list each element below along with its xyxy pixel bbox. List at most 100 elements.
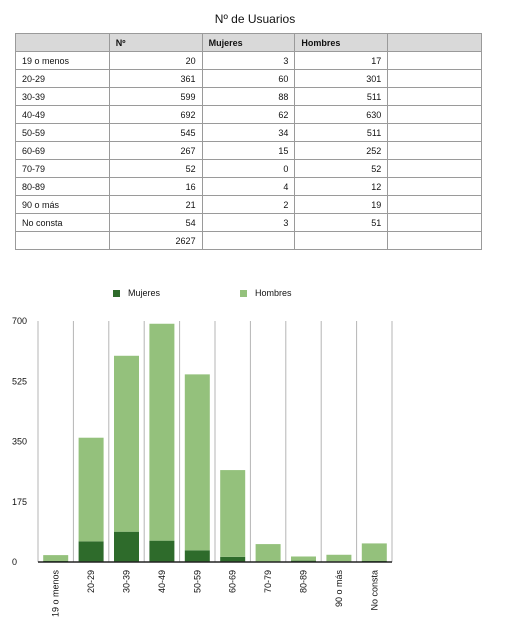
x-tick-label: 40-49 — [157, 570, 167, 593]
women-cell: 62 — [201, 105, 296, 124]
bar-mujeres — [114, 531, 139, 562]
men-cell: 511 — [294, 87, 389, 106]
total-cell: 20 — [108, 51, 203, 70]
legend-swatch-mujeres — [113, 289, 120, 297]
table-header-cell: Nº — [108, 33, 203, 52]
age-group-cell: 70-79 — [15, 159, 110, 178]
men-cell: 301 — [294, 69, 389, 88]
age-group-cell: 60-69 — [15, 141, 110, 160]
x-tick-label: 90 o más — [334, 570, 344, 608]
bar-mujeres — [78, 541, 104, 562]
women-cell: 3 — [201, 51, 296, 70]
men-cell: 19 — [294, 195, 389, 214]
empty-cell — [387, 105, 482, 124]
empty-cell — [387, 159, 482, 178]
y-tick-label: 175 — [12, 497, 27, 507]
table-row: 50-59 545 34 511 — [15, 123, 482, 142]
age-group-cell: 20-29 — [15, 69, 110, 88]
x-tick-label: 80-89 — [299, 570, 309, 593]
table-header-row: Nº Mujeres Hombres — [15, 33, 482, 52]
total-cell: 267 — [108, 141, 203, 160]
table-row: 30-39 599 88 511 — [15, 87, 482, 106]
bar-mujeres — [220, 556, 246, 562]
total-cell: 16 — [108, 177, 203, 196]
bar-hombres — [326, 554, 352, 562]
chart-title: Nº de Usuarios — [214, 12, 296, 26]
total-cell: 599 — [108, 87, 203, 106]
bar-hombres — [291, 556, 316, 561]
total-cell: 52 — [108, 159, 203, 178]
x-tick-label: 70-79 — [263, 570, 273, 593]
men-cell: 630 — [294, 105, 389, 124]
table-row: No consta 54 3 51 — [15, 213, 482, 232]
age-group-cell: No consta — [15, 213, 110, 232]
grand-total-cell: 2627 — [108, 231, 203, 250]
table-row: 20-29 361 60 301 — [15, 69, 482, 88]
legend-swatch-hombres — [240, 289, 247, 297]
bar-hombres — [361, 543, 387, 561]
men-cell: 51 — [294, 213, 389, 232]
women-cell: 15 — [201, 141, 296, 160]
total-cell: 545 — [108, 123, 203, 142]
bar-hombres — [220, 470, 246, 557]
table-row: 19 o menos 20 3 17 — [15, 51, 482, 70]
bar-hombres — [114, 355, 139, 532]
women-cell: 3 — [201, 213, 296, 232]
total-cell: 692 — [108, 105, 203, 124]
x-tick-label: 30-39 — [122, 570, 132, 593]
men-cell: 17 — [294, 51, 389, 70]
y-tick-label: 700 — [12, 316, 27, 326]
x-tick-label: 60-69 — [228, 570, 238, 593]
x-tick-label: 20-29 — [86, 570, 96, 593]
empty-cell — [387, 69, 482, 88]
total-cell: 54 — [108, 213, 203, 232]
table-header-cell — [387, 33, 482, 52]
bar-mujeres — [184, 550, 210, 562]
y-tick-label: 0 — [12, 557, 17, 567]
y-tick-label: 350 — [12, 437, 27, 447]
users-table: Nº Mujeres Hombres 19 o menos 20 3 17 20… — [15, 33, 482, 250]
women-cell: 34 — [201, 123, 296, 142]
empty-cell — [387, 51, 482, 70]
empty-cell — [387, 87, 482, 106]
men-cell: 511 — [294, 123, 389, 142]
empty-cell — [387, 195, 482, 214]
total-cell: 361 — [108, 69, 203, 88]
bar-hombres — [149, 323, 175, 541]
bar-hombres — [255, 544, 281, 562]
table-row: 90 o más 21 2 19 — [15, 195, 482, 214]
empty-cell — [294, 231, 389, 250]
table-row: 60-69 267 15 252 — [15, 141, 482, 160]
age-group-cell: 19 o menos — [15, 51, 110, 70]
table-header-cell — [15, 33, 110, 52]
empty-cell — [387, 231, 482, 250]
table-row: 40-49 692 62 630 — [15, 105, 482, 124]
age-group-cell: 40-49 — [15, 105, 110, 124]
men-cell: 52 — [294, 159, 389, 178]
empty-cell — [387, 213, 482, 232]
table-total-row: 2627 — [15, 231, 482, 250]
table-row: 70-79 52 0 52 — [15, 159, 482, 178]
bar-hombres — [43, 555, 69, 561]
bar-mujeres — [149, 540, 175, 562]
x-tick-label: No consta — [369, 570, 379, 611]
table-header-cell: Mujeres — [201, 33, 296, 52]
stacked-bar-chart: 0 175 350 525 700 19 o menos 20-29 30-39 40-49 50… — [12, 316, 393, 618]
empty-cell — [387, 141, 482, 160]
women-cell: 88 — [201, 87, 296, 106]
age-group-cell: 80-89 — [15, 177, 110, 196]
bar-hombres — [184, 374, 210, 551]
legend-item-hombres: Hombres — [240, 288, 292, 298]
age-group-cell: 90 o más — [15, 195, 110, 214]
empty-cell — [387, 177, 482, 196]
legend-label-hombres: Hombres — [255, 288, 292, 298]
women-cell: 60 — [201, 69, 296, 88]
x-tick-label: 19 o menos — [51, 570, 61, 618]
age-group-cell: 30-39 — [15, 87, 110, 106]
empty-cell — [201, 231, 296, 250]
y-tick-label: 525 — [12, 376, 27, 386]
women-cell: 0 — [201, 159, 296, 178]
women-cell: 2 — [201, 195, 296, 214]
men-cell: 252 — [294, 141, 389, 160]
age-group-cell: 50-59 — [15, 123, 110, 142]
